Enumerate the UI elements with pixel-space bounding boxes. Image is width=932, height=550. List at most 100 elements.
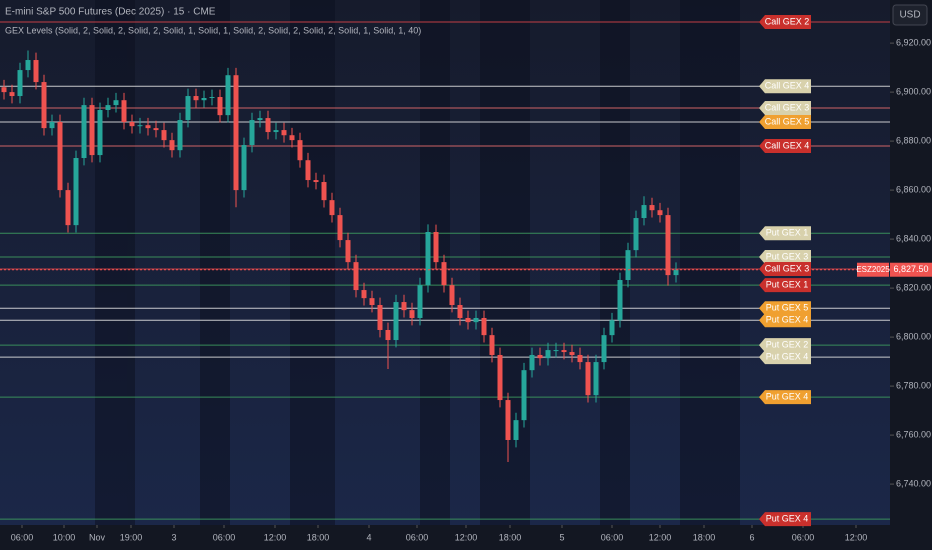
x-tick-label: 5 bbox=[559, 532, 564, 542]
gex-level-label: Put GEX 4 bbox=[766, 352, 809, 362]
currency-button[interactable] bbox=[892, 4, 928, 26]
x-tick-label: 12:00 bbox=[649, 532, 672, 542]
gex-level-label: Put GEX 4 bbox=[766, 391, 809, 401]
candle-body bbox=[137, 125, 143, 127]
candle-body bbox=[457, 305, 463, 318]
gex-level-tag bbox=[759, 313, 811, 328]
session-shading bbox=[95, 0, 740, 525]
candle-body bbox=[609, 320, 615, 336]
candle-body bbox=[161, 130, 167, 141]
candle-body bbox=[153, 128, 159, 131]
candle-body bbox=[105, 105, 111, 110]
candle-body bbox=[345, 240, 351, 263]
candle-body bbox=[585, 362, 591, 396]
candle-body bbox=[385, 329, 391, 341]
x-tick-label: 18:00 bbox=[499, 532, 522, 542]
currency[interactable]: USD bbox=[899, 10, 920, 21]
candle-body bbox=[233, 75, 239, 191]
candle-body bbox=[497, 354, 503, 401]
y-tick-label: 6,840.00 bbox=[896, 233, 931, 243]
candle-body bbox=[201, 97, 207, 101]
candle-body bbox=[225, 75, 231, 116]
candle-body bbox=[249, 120, 255, 146]
candle-body bbox=[89, 105, 95, 156]
candle-body bbox=[545, 350, 551, 359]
x-tick-label: 06:00 bbox=[406, 532, 429, 542]
gex-level-label: Call GEX 3 bbox=[765, 102, 810, 112]
gex-level-tag bbox=[759, 101, 811, 116]
candle-body bbox=[481, 317, 487, 336]
y-tick-label: 6,860.00 bbox=[896, 184, 931, 194]
gex-level-tag bbox=[759, 390, 811, 405]
candle-body bbox=[377, 305, 383, 330]
candle-body bbox=[641, 205, 647, 219]
x-tick-label: 12:00 bbox=[264, 532, 287, 542]
gex-level-label: Call GEX 5 bbox=[765, 116, 810, 126]
candle-body bbox=[289, 135, 295, 141]
x-tick-label: 06:00 bbox=[213, 532, 236, 542]
candle-body bbox=[121, 100, 127, 123]
candle-body bbox=[169, 140, 175, 151]
candle-body bbox=[9, 92, 15, 97]
y-tick-label: 6,800.00 bbox=[896, 331, 931, 341]
last-price-tag bbox=[890, 262, 932, 277]
x-tick-label: 12:00 bbox=[455, 532, 478, 542]
gex-level-tag bbox=[759, 278, 811, 293]
candle-body bbox=[409, 310, 415, 318]
candle-body bbox=[649, 205, 655, 211]
candle-body bbox=[449, 285, 455, 306]
candle-body bbox=[441, 262, 447, 286]
candle-body bbox=[241, 145, 247, 191]
candle-body bbox=[433, 231, 439, 263]
x-tick-label: 06:00 bbox=[792, 532, 815, 542]
candle-body bbox=[113, 100, 119, 106]
candle-body bbox=[17, 70, 23, 97]
x-tick-label: 12:00 bbox=[845, 532, 868, 542]
x-tick-label: 3 bbox=[171, 532, 176, 542]
gex-level-label: Put GEX 4 bbox=[766, 315, 809, 325]
x-tick-label: 4 bbox=[366, 532, 371, 542]
candle-body bbox=[185, 96, 191, 121]
candle-body bbox=[1, 87, 7, 93]
candle-body bbox=[393, 302, 399, 341]
x-tick-label: 10:00 bbox=[53, 532, 76, 542]
gex-level-tag bbox=[759, 79, 811, 94]
candle-body bbox=[593, 362, 599, 396]
last-price-label: 6,827.50 bbox=[893, 264, 928, 274]
candle-body bbox=[353, 262, 359, 291]
y-tick-label: 6,820.00 bbox=[896, 282, 931, 292]
gex-level-tag bbox=[759, 301, 811, 316]
candle-body bbox=[33, 60, 39, 83]
y-tick-label: 6,920.00 bbox=[896, 37, 931, 47]
candle-body bbox=[81, 105, 87, 159]
gex-level-tag bbox=[759, 338, 811, 353]
candle-body bbox=[305, 160, 311, 181]
gex-level-tag bbox=[759, 139, 811, 154]
gex-level-tag bbox=[759, 115, 811, 130]
y-tick-label: 6,740.00 bbox=[896, 478, 931, 488]
candle-body bbox=[425, 231, 431, 286]
indicator-legend: GEX Levels (Solid, 2, Solid, 2, Solid, 2… bbox=[5, 25, 421, 35]
candle-body bbox=[97, 109, 103, 156]
gex-level-label: Call GEX 3 bbox=[765, 263, 810, 273]
chart-title: E-mini S&P 500 Futures (Dec 2025) · 15 ·… bbox=[5, 7, 216, 18]
candle-body bbox=[521, 370, 527, 421]
gex-level-tag bbox=[759, 261, 811, 276]
x-tick-label: 06:00 bbox=[601, 532, 624, 542]
candle-body bbox=[313, 180, 319, 183]
candle-body bbox=[553, 350, 559, 352]
x-tick-label: 06:00 bbox=[11, 532, 34, 542]
candle-body bbox=[265, 118, 271, 133]
candle-body bbox=[569, 352, 575, 355]
candle-body bbox=[337, 215, 343, 241]
candle-body bbox=[73, 158, 79, 226]
candle-body bbox=[257, 118, 263, 121]
candle-body bbox=[145, 125, 151, 129]
candle-body bbox=[417, 285, 423, 318]
candle-body bbox=[273, 130, 279, 133]
candle-body bbox=[369, 298, 375, 306]
candle-body bbox=[673, 269, 679, 276]
candle-body bbox=[361, 290, 367, 299]
candle-body bbox=[57, 122, 63, 191]
